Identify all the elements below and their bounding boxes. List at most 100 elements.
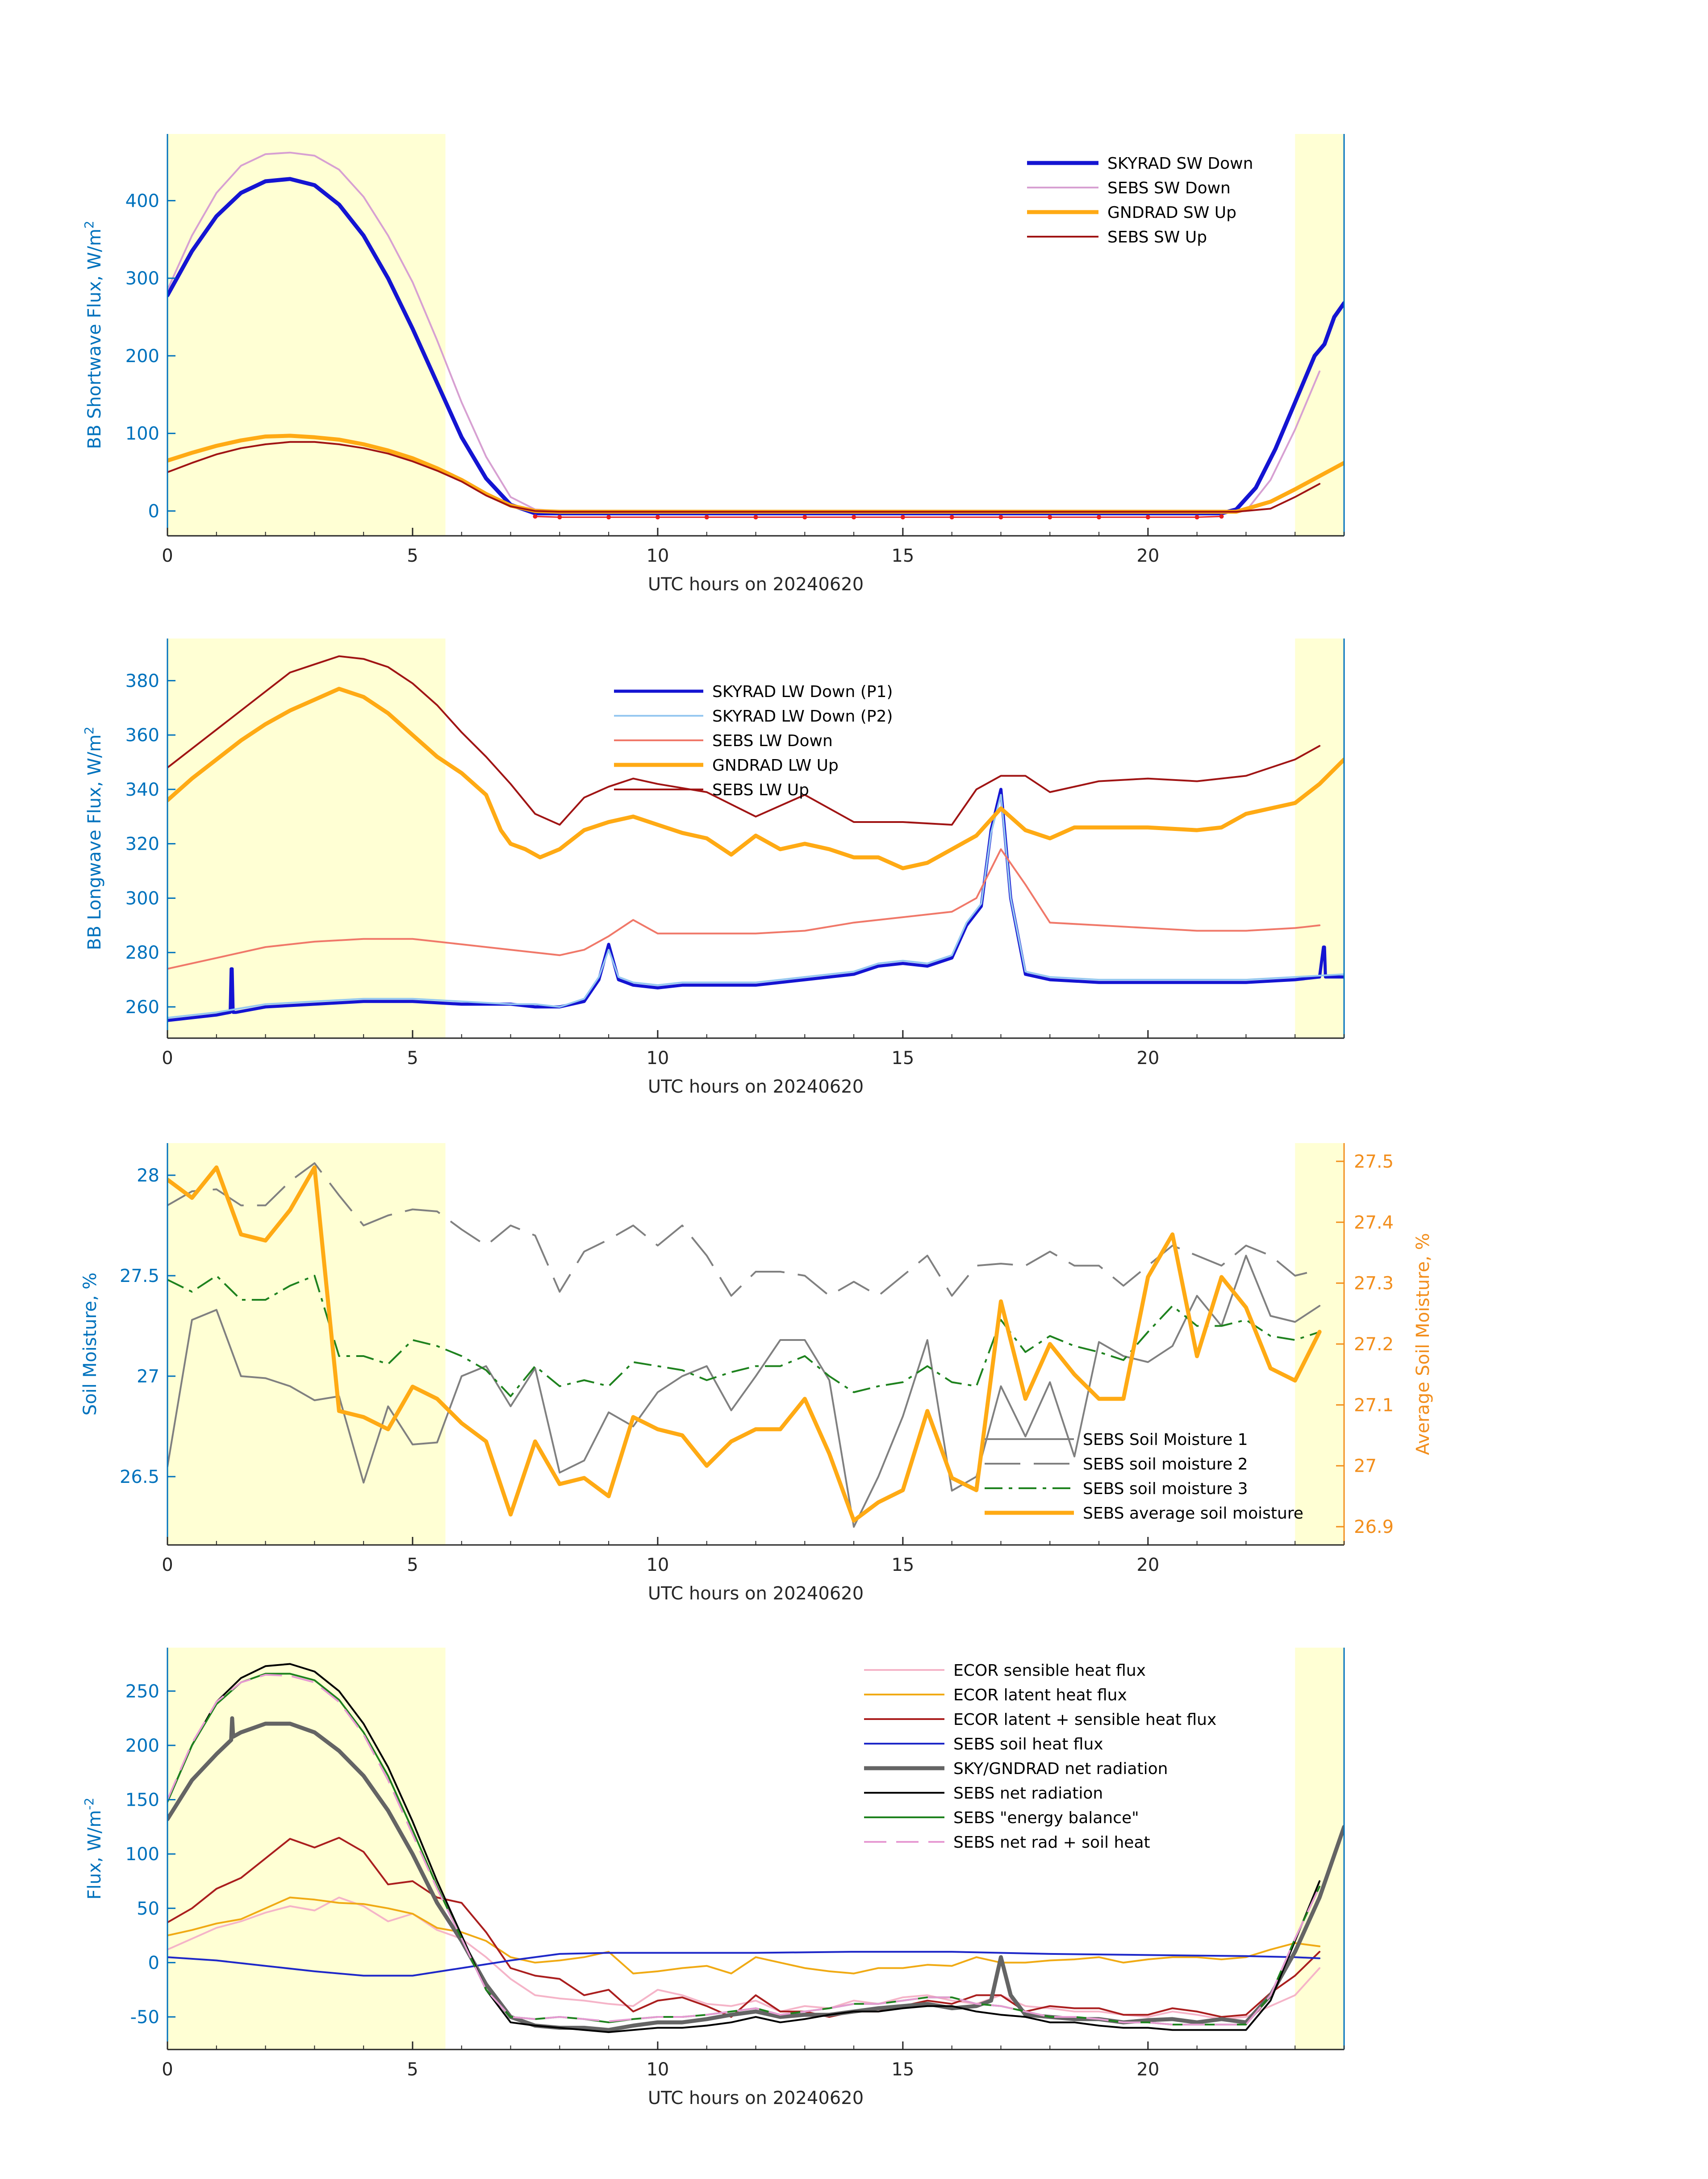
series-line (167, 1896, 1321, 1974)
series-marker (949, 515, 954, 520)
legend-label: SEBS "energy balance" (953, 1809, 1139, 1827)
y-tick-label: 280 (125, 943, 159, 963)
series-marker (852, 515, 856, 520)
x-tick-label: 5 (407, 1555, 418, 1575)
series-group (167, 1663, 1344, 2033)
x-axis-label: UTC hours on 20240620 (648, 574, 864, 595)
series-line (534, 516, 1222, 518)
x-tick-label: 10 (646, 2059, 669, 2080)
series-marker (753, 515, 758, 520)
y-tick-label: 50 (137, 1899, 159, 1919)
panel-soil: 0 5 10 15 20 26.5 27 27.5 28 26.9 27 27.1 27.2 27.3 27… (80, 1143, 1433, 1604)
series-line (167, 434, 1344, 514)
y-tick-label: 100 (125, 1844, 159, 1865)
night-shade-band (1295, 1143, 1344, 1545)
x-tick-label: 0 (162, 1048, 173, 1069)
series-line (167, 655, 1321, 826)
y-tick-label: 27.5 (120, 1266, 159, 1286)
x-tick-label: 15 (891, 2059, 914, 2080)
x-tick-label: 20 (1136, 546, 1159, 566)
legend: ECOR sensible heat flux ECOR latent heat … (864, 1661, 1216, 1852)
x-tick-label: 20 (1136, 1555, 1159, 1575)
y-tick-label: 380 (125, 671, 159, 691)
legend-label: SKYRAD SW Down (1107, 154, 1253, 173)
series-marker (998, 515, 1003, 520)
legend-label: SEBS net radiation (953, 1784, 1103, 1803)
panel-lw: 0 5 10 15 20 260 280 300 320 340 360 380 UTC hours o… (82, 639, 1345, 1097)
series-line (167, 1951, 1321, 1977)
y-axis-label-text: BB Longwave Flux, W/m (84, 735, 105, 950)
x-tick-label: 20 (1136, 2059, 1159, 2080)
series-marker (1219, 514, 1224, 519)
series-line (167, 441, 1321, 513)
y-axis-label-superscript: 2 (82, 221, 96, 229)
series-marker (1145, 515, 1150, 520)
y-tick-label: 27 (137, 1366, 159, 1387)
x-tick-label: 0 (162, 546, 173, 566)
legend-label: GNDRAD SW Up (1107, 204, 1236, 222)
legend-label: SEBS SW Up (1107, 228, 1207, 246)
x-tick-label: 0 (162, 2059, 173, 2080)
x-tick-label: 5 (407, 546, 418, 566)
legend-label: SEBS SW Down (1107, 179, 1231, 197)
x-tick-label: 5 (407, 2059, 418, 2080)
legend-label: SEBS soil moisture 3 (1083, 1480, 1248, 1498)
night-shade-band (167, 134, 446, 536)
legend-label: SEBS LW Up (712, 781, 809, 799)
y2-tick-label: 27 (1354, 1456, 1377, 1477)
legend-label: SKYRAD LW Down (P1) (712, 683, 893, 701)
series-marker (655, 515, 660, 520)
y-tick-label: 320 (125, 834, 159, 855)
series-marker (1048, 515, 1052, 520)
series-line (167, 1255, 1321, 1528)
y-axis-label-text: Flux, W/m (84, 1810, 105, 1900)
y-tick-label: 260 (125, 997, 159, 1018)
y-tick-label: 150 (125, 1790, 159, 1811)
series-marker (1097, 515, 1102, 520)
series-line (167, 848, 1321, 970)
x-tick-label: 15 (891, 546, 914, 566)
y-axis-label: BB Shortwave Flux, W/m2 (82, 221, 105, 449)
series-line (167, 1165, 1322, 1523)
panel-flux: 0 5 10 15 20 -50 0 50 100 150 200 250 UTC hours on 2… (82, 1648, 1345, 2108)
legend-label: SKYRAD LW Down (P2) (712, 707, 893, 726)
x-axis-label: UTC hours on 20240620 (648, 2088, 864, 2108)
series-line (167, 788, 1344, 1022)
y-tick-label: 100 (125, 424, 159, 444)
y2-axis-label: Average Soil Moisture, % (1413, 1233, 1433, 1455)
series-marker (802, 515, 807, 520)
y-axis-label-text: Soil Moisture, % (80, 1273, 100, 1415)
y-tick-label: 360 (125, 725, 159, 746)
night-shade-band (167, 1648, 446, 2050)
x-tick-label: 20 (1136, 1048, 1159, 1069)
legend-label: SEBS average soil moisture (1083, 1504, 1303, 1523)
y-tick-label: 0 (148, 501, 159, 522)
y-axis-label: Flux, W/m-2 (82, 1798, 105, 1900)
series-line (167, 794, 1344, 1019)
y-tick-label: -50 (130, 2007, 159, 2028)
legend-label: GNDRAD LW Up (712, 756, 839, 775)
legend-label: SKY/GNDRAD net radiation (953, 1760, 1168, 1778)
legend-label: SEBS LW Down (712, 732, 833, 750)
series-group (167, 655, 1344, 1022)
night-shade-band (167, 639, 446, 1038)
series-line (167, 1674, 1320, 2026)
y2-tick-label: 27.2 (1354, 1334, 1394, 1355)
y-tick-label: 200 (125, 346, 159, 367)
y-tick-label: 340 (125, 780, 159, 800)
legend: SKYRAD SW Down SEBS SW Down GNDRAD SW Up SE… (1027, 154, 1253, 246)
y-axis-label: Soil Moisture, % (80, 1273, 100, 1415)
legend-label: ECOR latent heat flux (953, 1686, 1127, 1704)
series-group (167, 1162, 1322, 1528)
series-line (167, 1837, 1321, 2018)
legend-label: ECOR sensible heat flux (953, 1661, 1146, 1680)
series-line (167, 687, 1344, 870)
series-marker (557, 515, 562, 520)
series-line (167, 1162, 1320, 1297)
series-line (167, 1275, 1320, 1397)
y2-tick-label: 27.5 (1354, 1152, 1394, 1172)
y-tick-label: 26.5 (120, 1467, 159, 1487)
